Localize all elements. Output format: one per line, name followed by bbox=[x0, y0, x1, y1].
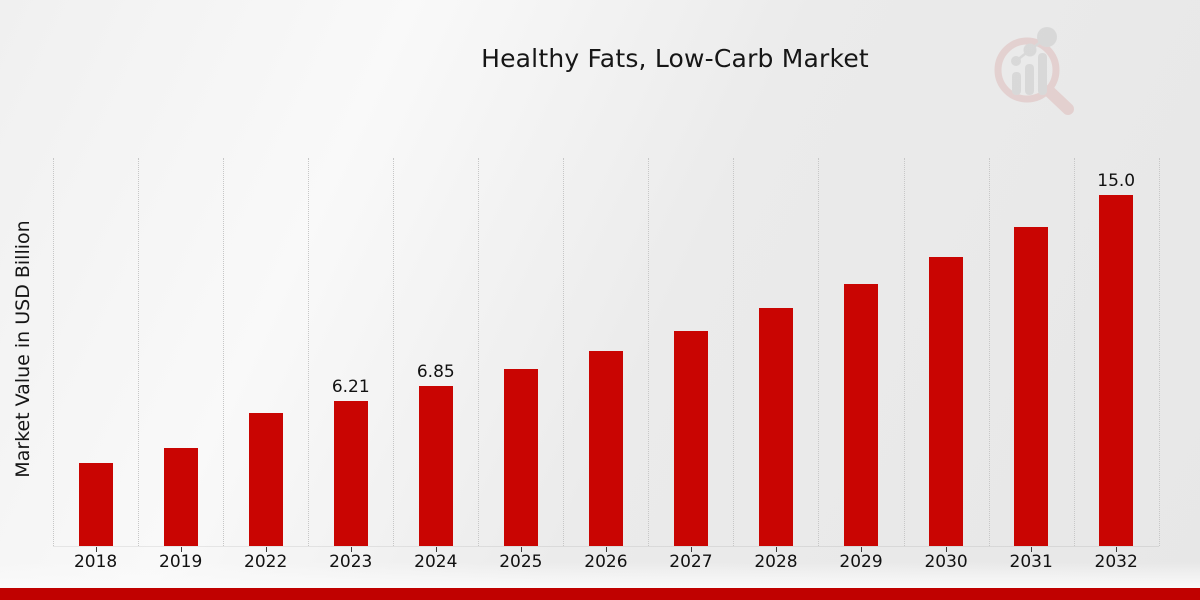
bar-value-label: 6.21 bbox=[331, 377, 370, 397]
x-axis-tick-label: 2022 bbox=[244, 552, 288, 572]
bar bbox=[759, 308, 793, 546]
x-axis-tick bbox=[435, 547, 437, 552]
x-axis-tick-label: 2018 bbox=[73, 552, 118, 572]
x-axis-tick-label: 2028 bbox=[754, 552, 798, 572]
x-axis-tick bbox=[946, 547, 948, 552]
gridline bbox=[138, 158, 140, 546]
bar bbox=[673, 331, 708, 546]
gridline bbox=[223, 158, 225, 546]
bar bbox=[1014, 227, 1049, 546]
x-axis-tick-label: 2030 bbox=[924, 552, 968, 572]
gridline bbox=[903, 158, 905, 546]
x-axis-tick-label: 2019 bbox=[159, 552, 203, 572]
gridline bbox=[818, 158, 820, 546]
gridline bbox=[1073, 158, 1075, 546]
bar bbox=[1099, 195, 1134, 546]
x-axis-tick-label: 2032 bbox=[1094, 552, 1138, 572]
plot-area: 6.21 6.85 15.0 bbox=[53, 158, 1160, 547]
bar bbox=[844, 284, 879, 546]
x-axis-tick-label: 2031 bbox=[1009, 552, 1053, 572]
x-axis-tick bbox=[265, 547, 267, 552]
x-axis-tick bbox=[95, 547, 97, 552]
bar bbox=[163, 448, 198, 546]
bar-value-label: 6.85 bbox=[416, 362, 455, 382]
gridline bbox=[393, 158, 395, 546]
market-research-logo-icon bbox=[994, 27, 1074, 115]
gridline bbox=[563, 158, 565, 546]
bar bbox=[588, 351, 623, 546]
bar bbox=[929, 257, 964, 546]
x-axis-tick bbox=[1031, 547, 1033, 552]
x-axis-tick bbox=[776, 547, 777, 552]
bar-value-label: 15.0 bbox=[1097, 171, 1136, 191]
bar bbox=[418, 386, 453, 546]
x-axis-tick-label: 2025 bbox=[499, 552, 543, 572]
y-axis-label: Market Value in USD Billion bbox=[12, 220, 34, 478]
gridline bbox=[308, 158, 310, 546]
x-axis-tick bbox=[605, 547, 607, 552]
x-axis-tick bbox=[520, 547, 522, 552]
x-axis-tick bbox=[180, 547, 182, 552]
x-axis-tick bbox=[1116, 547, 1118, 552]
magnifier-icon bbox=[994, 37, 1074, 115]
x-axis-tick-label: 2027 bbox=[669, 552, 713, 572]
x-axis-tick bbox=[861, 547, 863, 552]
bar bbox=[248, 413, 283, 546]
chart-title: Healthy Fats, Low-Carb Market bbox=[481, 44, 869, 73]
x-axis-tick bbox=[690, 547, 692, 552]
gridline bbox=[733, 158, 735, 546]
x-axis-tick-label: 2026 bbox=[584, 552, 628, 572]
bar bbox=[503, 369, 538, 546]
bar bbox=[78, 463, 113, 546]
gridline bbox=[648, 158, 650, 546]
x-axis-tick bbox=[350, 547, 352, 552]
x-axis-tick-label: 2024 bbox=[414, 552, 458, 572]
bar bbox=[333, 401, 368, 546]
gridline bbox=[53, 158, 54, 546]
x-axis-tick-label: 2029 bbox=[839, 552, 883, 572]
gridline bbox=[1158, 158, 1160, 546]
bar-growth-icon bbox=[1011, 27, 1057, 95]
footer-accent-strip bbox=[0, 588, 1200, 600]
gridline bbox=[988, 158, 990, 546]
x-axis-tick-label: 2023 bbox=[329, 552, 373, 572]
gridline bbox=[478, 158, 480, 546]
footer-fade bbox=[0, 562, 1200, 588]
